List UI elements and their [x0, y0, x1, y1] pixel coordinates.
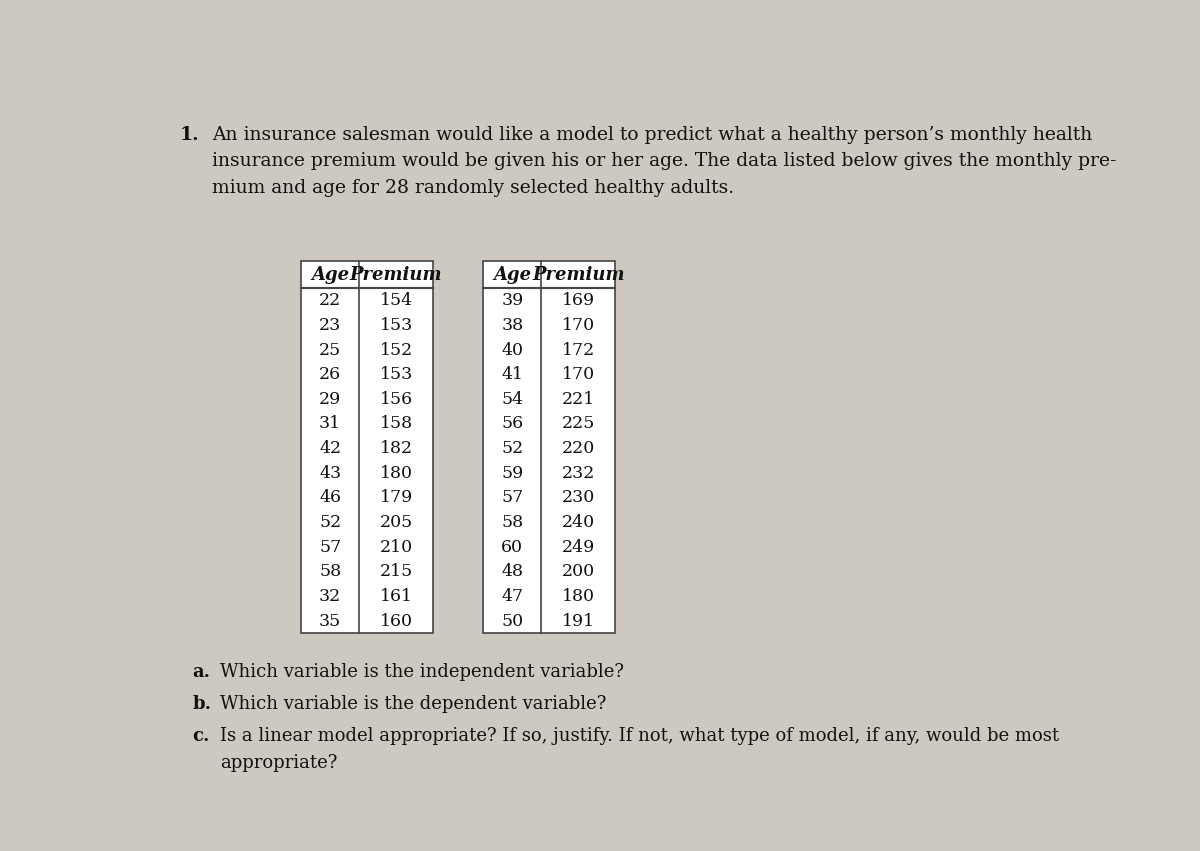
Text: 29: 29: [319, 391, 341, 408]
Text: 43: 43: [319, 465, 341, 482]
Text: 56: 56: [502, 415, 523, 432]
Text: Premium: Premium: [350, 266, 443, 283]
Text: 191: 191: [562, 613, 595, 630]
Text: 26: 26: [319, 366, 341, 383]
Text: 152: 152: [379, 341, 413, 358]
Text: 230: 230: [562, 489, 595, 506]
Text: 170: 170: [562, 366, 595, 383]
Text: 39: 39: [502, 292, 523, 309]
Text: 180: 180: [379, 465, 413, 482]
Text: Premium: Premium: [532, 266, 624, 283]
Text: 158: 158: [379, 415, 413, 432]
Text: 57: 57: [502, 489, 523, 506]
Text: a.: a.: [193, 663, 211, 681]
Text: 25: 25: [319, 341, 341, 358]
Text: 59: 59: [502, 465, 523, 482]
Text: 41: 41: [502, 366, 523, 383]
Text: 35: 35: [319, 613, 341, 630]
Text: Is a linear model appropriate? If so, justify. If not, what type of model, if an: Is a linear model appropriate? If so, ju…: [220, 728, 1058, 772]
Text: 40: 40: [502, 341, 523, 358]
Text: 58: 58: [502, 514, 523, 531]
Text: 1.: 1.: [180, 126, 199, 144]
Text: Age: Age: [493, 266, 532, 283]
Text: 170: 170: [562, 317, 595, 334]
Text: 42: 42: [319, 440, 341, 457]
Text: b.: b.: [193, 695, 211, 713]
Text: 169: 169: [562, 292, 595, 309]
Text: 161: 161: [379, 588, 413, 605]
Text: 52: 52: [502, 440, 523, 457]
Text: 182: 182: [379, 440, 413, 457]
Text: 60: 60: [502, 539, 523, 556]
Bar: [484, 260, 616, 633]
Text: 54: 54: [502, 391, 523, 408]
Text: 154: 154: [379, 292, 413, 309]
Text: 221: 221: [562, 391, 595, 408]
Text: 58: 58: [319, 563, 341, 580]
Text: 160: 160: [379, 613, 413, 630]
Text: 225: 225: [562, 415, 595, 432]
Text: 215: 215: [379, 563, 413, 580]
Text: Age: Age: [311, 266, 349, 283]
Text: 210: 210: [379, 539, 413, 556]
Text: 31: 31: [319, 415, 341, 432]
Bar: [301, 260, 433, 633]
Text: 172: 172: [562, 341, 595, 358]
Text: 22: 22: [319, 292, 341, 309]
Text: 249: 249: [562, 539, 595, 556]
Text: 179: 179: [379, 489, 413, 506]
Text: 153: 153: [379, 317, 413, 334]
Bar: [301, 260, 433, 633]
Text: 200: 200: [562, 563, 595, 580]
Text: 46: 46: [319, 489, 341, 506]
Text: 57: 57: [319, 539, 341, 556]
Text: 48: 48: [502, 563, 523, 580]
Text: 50: 50: [502, 613, 523, 630]
Text: An insurance salesman would like a model to predict what a healthy person’s mont: An insurance salesman would like a model…: [212, 126, 1116, 197]
Text: 180: 180: [562, 588, 595, 605]
Text: 205: 205: [379, 514, 413, 531]
Text: Which variable is the dependent variable?: Which variable is the dependent variable…: [220, 695, 606, 713]
Bar: [484, 260, 616, 633]
Text: 23: 23: [319, 317, 341, 334]
Text: 38: 38: [502, 317, 523, 334]
Text: 153: 153: [379, 366, 413, 383]
Text: 232: 232: [562, 465, 595, 482]
Text: 240: 240: [562, 514, 595, 531]
Text: 220: 220: [562, 440, 595, 457]
Text: c.: c.: [193, 728, 210, 745]
Text: 52: 52: [319, 514, 341, 531]
Text: 47: 47: [502, 588, 523, 605]
Text: 32: 32: [319, 588, 341, 605]
Text: 156: 156: [379, 391, 413, 408]
Text: Which variable is the independent variable?: Which variable is the independent variab…: [220, 663, 624, 681]
